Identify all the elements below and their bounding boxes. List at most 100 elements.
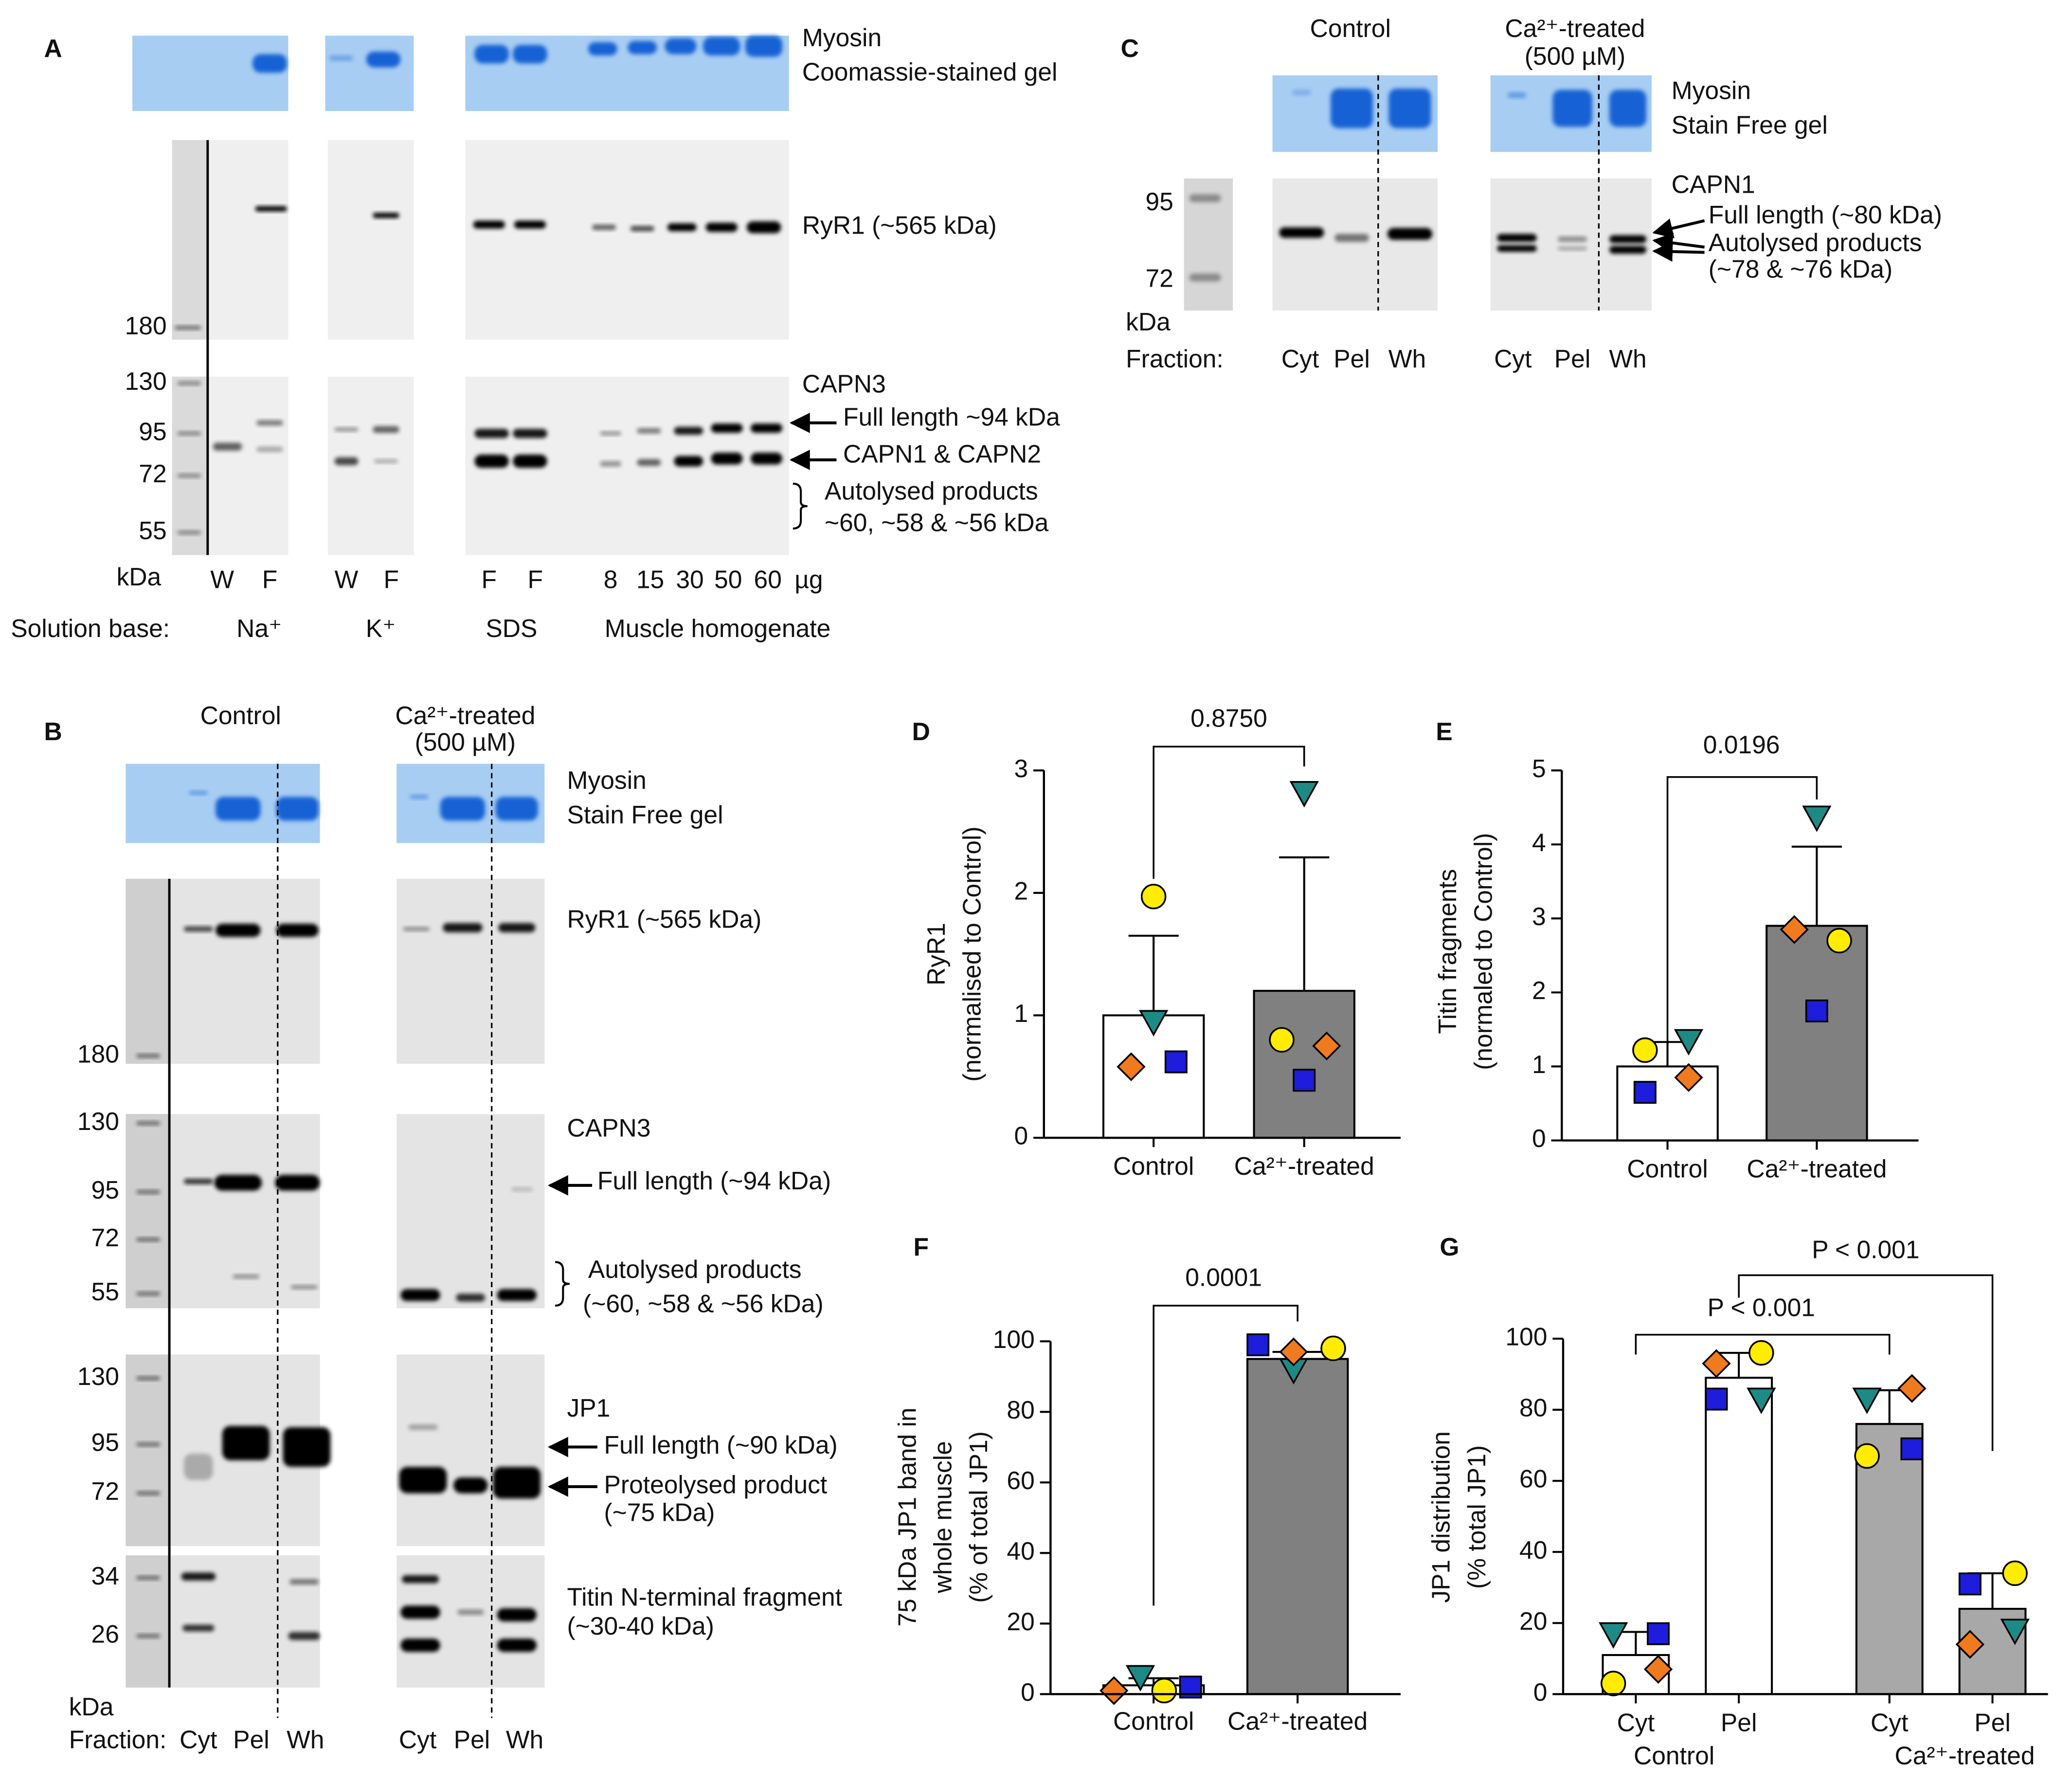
group-label: Control [1634,1741,1714,1769]
blot [327,376,414,555]
blot [327,140,414,340]
label: Stain Free gel [1672,110,1828,139]
band [183,926,213,932]
band [746,221,781,234]
y-axis-label: RyR1 [922,923,950,985]
label: 72 [91,1477,119,1505]
band [136,1442,161,1447]
band [373,426,399,433]
label: RyR1 (~565 kDa) [567,905,761,933]
band [214,1175,262,1191]
point [1151,1677,1177,1704]
label: 55 [139,516,166,545]
band [600,431,621,436]
label: 72 [139,459,166,488]
band [189,791,208,795]
band [600,461,621,467]
y-tick-label: 3 [1532,902,1546,930]
label: ~60, ~58 & ~56 kDa [825,509,1049,537]
x-tick-label: Control [1113,1707,1194,1735]
label: Stain Free gel [567,801,723,829]
band [497,1638,537,1652]
bracket [1738,1274,1994,1451]
band [1388,88,1431,128]
band [440,797,486,821]
band [289,1579,319,1584]
band [222,1426,270,1460]
label: CAPN1 [1672,170,1755,199]
label: Myosin [567,766,646,794]
error-bar [1791,845,1842,926]
y-tick-label: 20 [1007,1607,1034,1636]
bracket [1153,1305,1298,1606]
label: C [1121,34,1139,62]
band [674,427,703,435]
point [1802,805,1832,832]
blot [172,376,208,555]
lane-label: F [528,565,543,593]
band [329,55,353,61]
band [290,1285,318,1290]
band [213,442,242,451]
band [136,1238,161,1242]
band [665,38,697,55]
label: B [44,717,62,746]
blot [172,140,208,340]
point [1312,1031,1341,1061]
panel-label: G [1440,1233,1459,1261]
band [136,1491,161,1495]
x-tick-label: Pel [1974,1708,2011,1736]
label: Autolysed products [1709,228,1922,256]
point [1854,1443,1880,1469]
y-tick-label: 0 [1014,1122,1028,1150]
label: (~30-40 kDa) [567,1612,714,1640]
band [495,797,538,821]
brace [793,482,808,530]
point [1269,1027,1295,1053]
band [136,1190,161,1194]
label: 72 [91,1223,119,1252]
label: 95 [139,417,166,445]
panel-label: E [1436,717,1452,746]
band [276,797,319,821]
point [1955,1630,1985,1659]
band [216,797,261,821]
bar [1246,1358,1349,1695]
band [373,213,399,218]
band [711,423,743,433]
label: Fraction: [69,1726,167,1754]
label: 55 [91,1277,119,1306]
y-tick-label: 80 [1007,1396,1034,1424]
band [283,1427,331,1467]
y-tick-label: 3 [1014,754,1028,783]
band [630,226,654,232]
panel-label: F [913,1233,929,1261]
label: RyR1 (~565 kDa) [802,211,997,239]
label: SDS [486,614,537,642]
y-tick-label: 80 [1519,1394,1547,1422]
band [177,431,201,436]
label: A [44,34,62,62]
band [511,1187,533,1192]
label: Coomassie-stained gel [802,58,1058,86]
point [1958,1572,1982,1596]
band [288,1632,320,1640]
point [1099,1676,1129,1705]
label: (~78 & ~76 kDa) [1709,255,1892,283]
band [474,455,509,468]
lane-label: W [210,565,234,593]
lane-label: Cyt [1281,345,1319,373]
band [1189,194,1221,202]
band [183,1454,213,1480]
point [1897,1374,1927,1403]
label: Autolysed products [588,1255,802,1283]
x-tick-label: Control [1113,1152,1194,1180]
label: Muscle homogenate [605,614,830,642]
y-tick-label: 60 [1007,1466,1034,1494]
point [1747,1387,1776,1414]
band [592,224,616,230]
point [1900,1437,1924,1460]
y-tick-label: 1 [1014,999,1028,1027]
label: 72 [1146,264,1173,292]
label: (~60, ~58 & ~56 kDa) [583,1290,824,1318]
